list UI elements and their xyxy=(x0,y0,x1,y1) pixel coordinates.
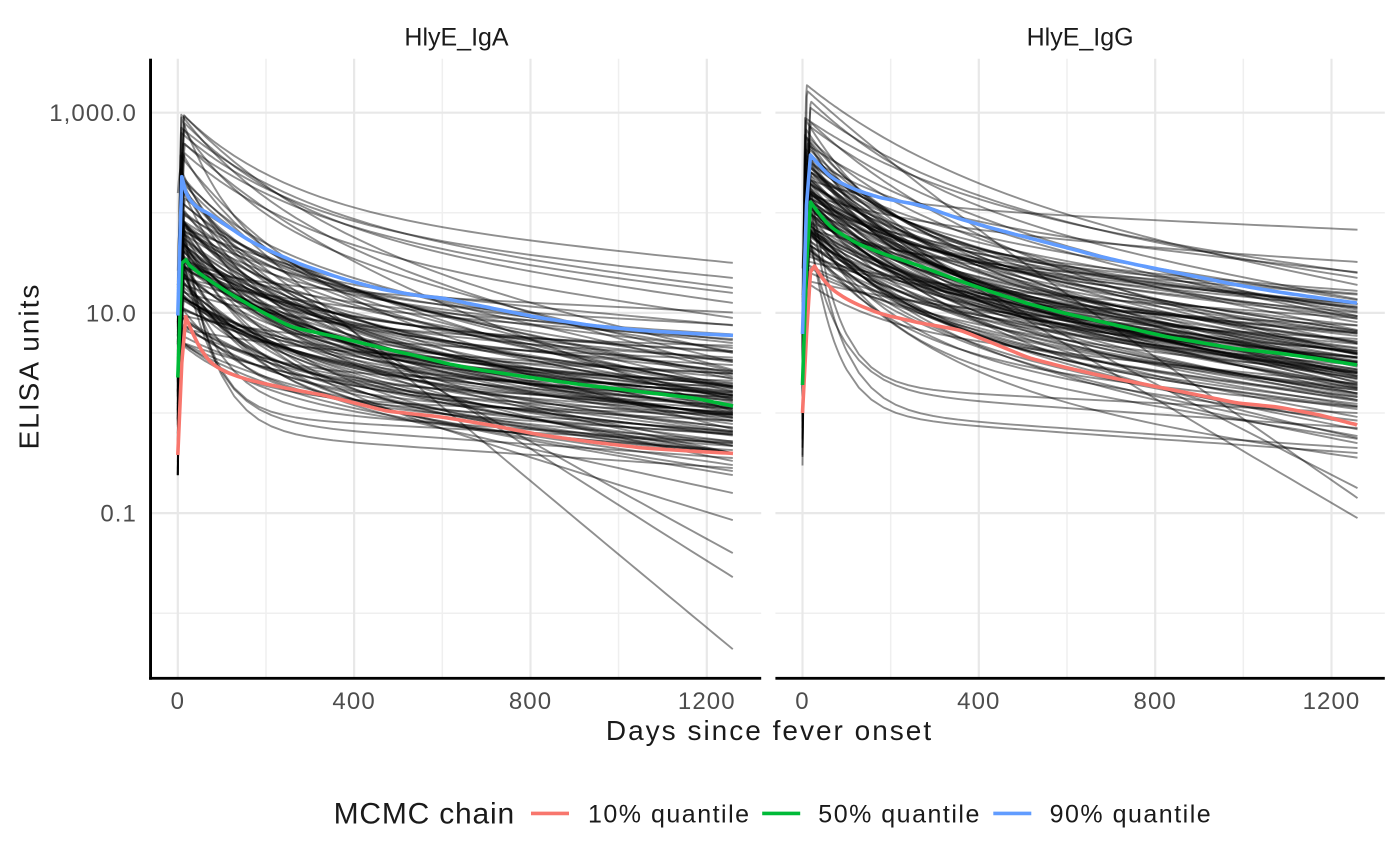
svg-text:0.1: 0.1 xyxy=(100,501,137,528)
svg-text:Days since fever onset: Days since fever onset xyxy=(606,715,933,746)
svg-text:400: 400 xyxy=(957,688,1000,715)
svg-text:HlyE_IgG: HlyE_IgG xyxy=(1027,23,1134,51)
svg-text:0: 0 xyxy=(795,688,809,715)
svg-text:90% quantile: 90% quantile xyxy=(1050,800,1213,828)
svg-text:10.0: 10.0 xyxy=(86,300,137,327)
svg-text:HlyE_IgA: HlyE_IgA xyxy=(404,23,509,51)
svg-text:800: 800 xyxy=(509,688,552,715)
svg-text:800: 800 xyxy=(1134,688,1177,715)
svg-text:50% quantile: 50% quantile xyxy=(818,800,981,828)
svg-text:10% quantile: 10% quantile xyxy=(588,800,751,828)
svg-text:0: 0 xyxy=(171,688,185,715)
svg-text:ELISA units: ELISA units xyxy=(14,283,45,450)
svg-text:1200: 1200 xyxy=(1303,688,1361,715)
svg-text:1200: 1200 xyxy=(678,688,736,715)
svg-text:1,000.0: 1,000.0 xyxy=(49,100,137,127)
svg-text:MCMC chain: MCMC chain xyxy=(334,797,515,830)
svg-text:400: 400 xyxy=(332,688,375,715)
